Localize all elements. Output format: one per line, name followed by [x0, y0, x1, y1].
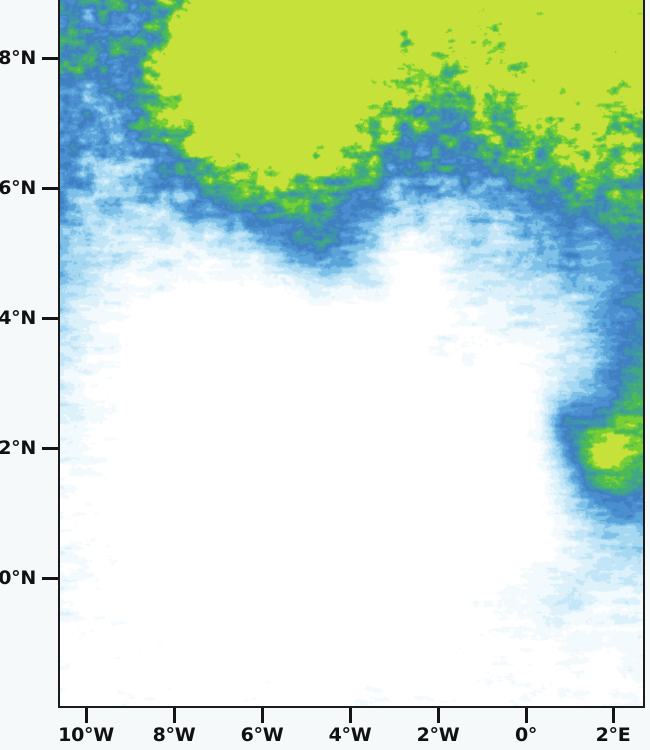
y-tick-label: 52°N	[0, 437, 36, 459]
x-tick-label: 8°W	[152, 724, 196, 746]
x-tick-mark	[525, 708, 528, 723]
x-tick-label: 2°W	[416, 724, 460, 746]
y-tick-mark	[42, 57, 58, 60]
map-raster-canvas	[60, 0, 643, 706]
x-tick-label: 10°W	[58, 724, 114, 746]
x-tick-mark	[437, 708, 440, 723]
y-tick-label: 50°N	[0, 567, 36, 589]
x-tick-label: 2°E	[595, 724, 631, 746]
map-plot-area	[58, 0, 645, 708]
y-tick-mark	[42, 447, 58, 450]
x-tick-mark	[173, 708, 176, 723]
x-tick-label: 6°W	[240, 724, 284, 746]
x-tick-mark	[612, 708, 615, 723]
x-tick-mark	[261, 708, 264, 723]
y-tick-mark	[42, 187, 58, 190]
x-tick-label: 4°W	[328, 724, 372, 746]
y-tick-mark	[42, 317, 58, 320]
y-tick-mark	[42, 577, 58, 580]
y-tick-label: 54°N	[0, 307, 36, 329]
x-tick-mark	[85, 708, 88, 723]
x-tick-mark	[349, 708, 352, 723]
y-tick-label: 58°N	[0, 47, 36, 69]
x-tick-label: 0°	[514, 724, 538, 746]
y-tick-label: 56°N	[0, 177, 36, 199]
